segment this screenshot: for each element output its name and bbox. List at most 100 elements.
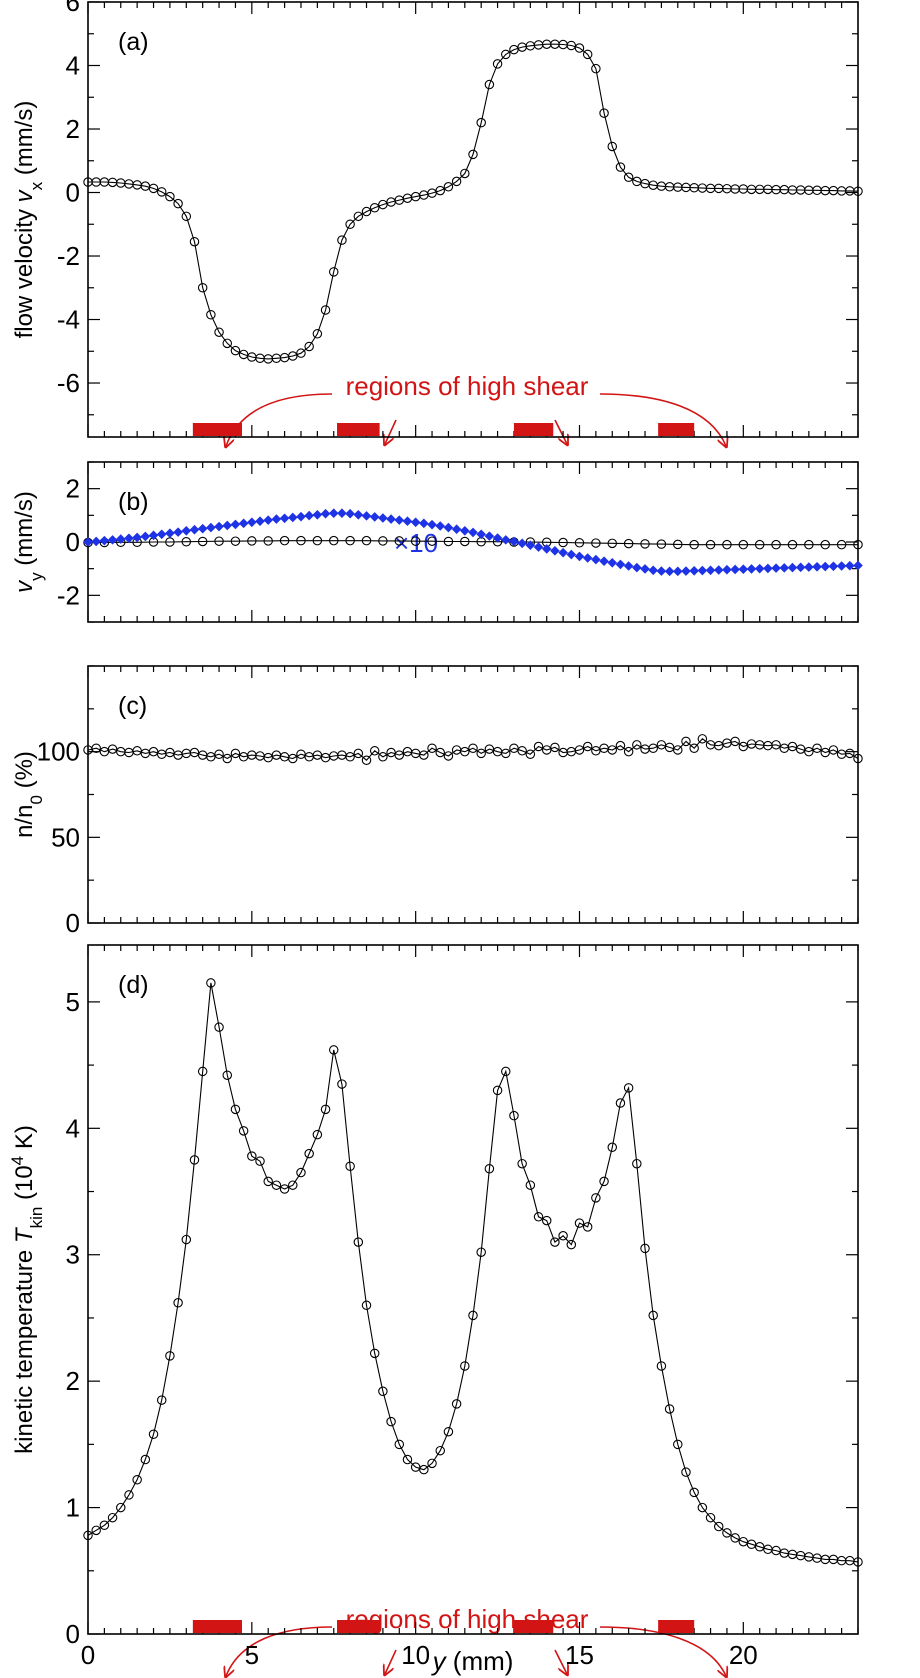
panel-b-data-point — [328, 535, 339, 546]
panel-d-data-point — [673, 1439, 683, 1450]
panel-b-diamond-point — [132, 532, 142, 543]
panel-c-data-point — [361, 755, 372, 765]
panel-d-ylabel-part: kinetic temperature — [11, 1243, 38, 1454]
panel-b-ytick-label: 0 — [66, 527, 80, 557]
panel-a-data-point — [501, 49, 511, 60]
panel-b: ×10 -2 0 2 vy (mm/s) (b) — [11, 461, 863, 623]
panel-b-ytick-label: 2 — [66, 474, 80, 504]
panel-c-data-point — [517, 746, 527, 756]
panel-a-data-point — [353, 211, 364, 222]
panel-b-diamond-point — [197, 523, 208, 534]
panel-d-xtick-label: 20 — [729, 1640, 758, 1670]
panel-d-data-point — [853, 1557, 863, 1567]
xlabel-unit: (mm) — [446, 1646, 514, 1676]
panel-d-xtick-label: 15 — [565, 1640, 594, 1670]
panel-b-diamond-point — [115, 534, 126, 544]
panel-d-data-point — [353, 1237, 364, 1247]
panel-a-shear-annotation: regions of high shear — [226, 371, 726, 446]
panel-d-data-point — [222, 1070, 233, 1080]
panel-c-data-point — [230, 748, 241, 759]
panel-b-diamond-point — [427, 519, 437, 530]
panel-b-diamond-point — [468, 527, 478, 538]
panel-d-data-point — [116, 1502, 126, 1513]
panel-a-data-point — [320, 305, 331, 315]
panel-a-data-point — [181, 211, 192, 222]
panel-b-diamond-point — [181, 526, 192, 536]
panel-b-diamond-point — [156, 529, 167, 540]
panel-b-data-point — [771, 539, 781, 550]
panel-d-data-point — [386, 1416, 396, 1427]
panel-c-data-point — [689, 743, 699, 753]
panel-b-diamond-point — [517, 538, 527, 549]
panel-b-ylabel-part: y — [27, 572, 46, 581]
panel-c-ylabel-part: (%) — [11, 751, 38, 795]
panel-d-data-point — [156, 1395, 167, 1405]
panel-a-data-point — [173, 198, 183, 209]
panel-a-data-point — [607, 141, 618, 152]
panel-a-data-point — [361, 206, 372, 217]
panel-a-data-point — [574, 43, 585, 53]
panel-c-data-point — [550, 742, 560, 753]
panel-a-data-point — [451, 176, 462, 187]
panel-d-data-point — [328, 1045, 339, 1055]
panel-a-data-point — [460, 168, 470, 179]
panel-c-data-point — [697, 734, 708, 744]
panel-a-ylabel-part: v — [11, 188, 38, 202]
panel-d-xtick-label: 0 — [81, 1640, 95, 1670]
panel-a-ytick-label: 6 — [66, 0, 80, 17]
panel-c-data-point — [443, 751, 454, 761]
panel-b-ylabel-part: (mm/s) — [11, 491, 38, 572]
panel-b-data-point — [574, 538, 585, 548]
panel-d-data-point — [263, 1176, 273, 1187]
panel-b-diamond-point — [140, 531, 151, 542]
panel-b-diamond-point — [591, 554, 601, 565]
panel-a-arrow-2 — [385, 419, 397, 444]
panel-c-data-point — [828, 745, 839, 755]
panel-a-data-point — [222, 338, 233, 349]
panel-c-data-point — [288, 753, 298, 764]
panel-b-diamond-point — [689, 566, 699, 576]
panel-d-data-point — [255, 1156, 265, 1166]
panel-a-data-point — [369, 203, 380, 213]
panel-b-diamond-point — [509, 536, 519, 547]
panel-b-diamond-point — [361, 511, 372, 521]
panel-b-diamond-point — [672, 566, 683, 577]
panel-b-diamond-point — [369, 512, 380, 522]
panel-c-data-point — [460, 746, 470, 757]
panel-a-shear-bar — [513, 423, 554, 436]
panel-b-diamond-point — [279, 513, 290, 524]
panel-b-diamond-point — [615, 559, 626, 570]
panel-d-data-point — [451, 1399, 462, 1409]
panel-a-data-point — [337, 235, 347, 245]
panel-c-data-point — [623, 746, 634, 757]
panel-a-data-point — [288, 351, 298, 361]
panel-a-ylabel-part: x — [27, 181, 46, 190]
panel-b-data-point — [296, 535, 306, 546]
panel-b-diamond-point — [836, 561, 847, 571]
panel-d-ylabel-part: T — [11, 1226, 38, 1243]
panel-b-diamond-point — [500, 535, 511, 545]
panel-c-data-point — [394, 750, 405, 760]
panel-d-data-point — [681, 1467, 691, 1477]
panel-a-data-point — [312, 329, 323, 339]
panel-b-diamond-point — [656, 566, 667, 576]
panel-b-diamond-point — [697, 565, 708, 576]
panel-b-diamond-point — [738, 564, 749, 574]
panel-d-data-point — [656, 1361, 667, 1371]
panel-c-data-point — [533, 741, 544, 752]
panel-b-diamond-point — [107, 535, 118, 545]
panel-b-diamond-point — [402, 516, 413, 526]
panel-b-diamond-point — [189, 524, 200, 535]
panel-a-arrow-4 — [599, 393, 726, 446]
panel-b-diamond-point — [222, 520, 233, 531]
panel-c-ytick-label: 100 — [37, 737, 80, 767]
panel-d-data-point — [730, 1533, 740, 1543]
panel-b-diamond-point — [845, 560, 855, 571]
panel-b-data-point — [705, 539, 716, 550]
panel-d-data-point — [501, 1066, 511, 1077]
panel-b-diamond-point — [525, 540, 536, 550]
panel-d-data-point — [582, 1222, 593, 1232]
panel-d-data-point — [623, 1083, 634, 1093]
panel-c-data-point — [648, 743, 658, 753]
panel-b-diamond-point — [754, 563, 765, 574]
